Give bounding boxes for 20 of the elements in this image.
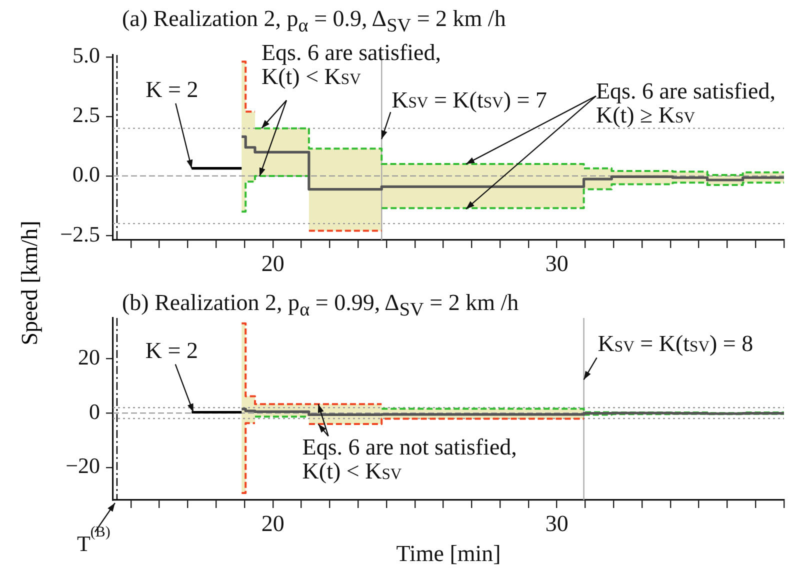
y-tick-label: 2.5 [72,102,100,128]
x-axis-title: Time [min] [396,541,501,566]
annotation: Eqs. 6 are satisfied, K(t) < KSV [262,40,441,89]
chart-title: (a) Realization 2, p$_{α}$ = 0.9, Δ$_{SV}$ = 2 km /h [122,6,506,38]
annotation: Eqs. 6 are not satisfied, K(t) < KSV [302,434,517,484]
annotation: Eqs. 6 are satisfied, K(t) ≥ KSV [596,78,776,128]
y-tick-label: −2.5 [60,221,100,246]
y-tick-label: 20 [78,344,100,370]
annotation: K = 2 [145,338,198,363]
y-axis-title: Speed [km/h] [17,220,43,348]
annotation: KSV = K(tSV) = 7 [392,88,547,113]
annotation: KSV = K(tSV) = 8 [598,331,754,356]
annotation: K = 2 [146,76,198,102]
x-tick-label: 30 [545,510,568,536]
y-tick-label: −20 [66,453,100,478]
y-tick-label: 5.0 [72,42,100,68]
y-tick-label: 0 [89,398,100,424]
chart-title: (b) Realization 2, p$_{α}$ = 0.99, Δ$_{SV}$ = 2 km /h [122,290,519,322]
x-tick-label: 30 [545,250,568,276]
y-tick-label: 0.0 [72,162,100,187]
